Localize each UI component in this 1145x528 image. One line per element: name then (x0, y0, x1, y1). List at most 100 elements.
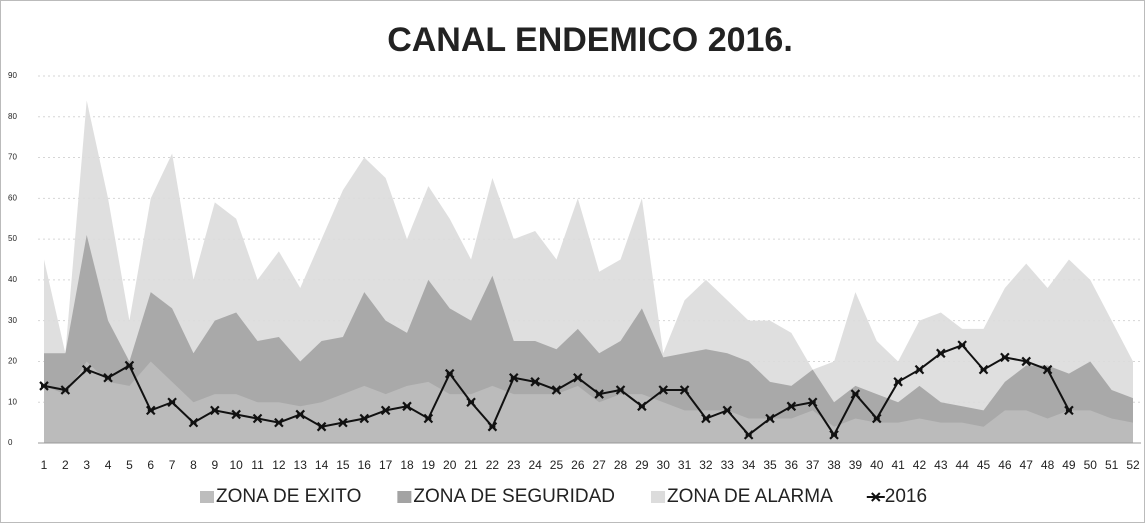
x-tick-label: 34 (742, 458, 756, 472)
marker (231, 409, 241, 420)
x-tick-label: 52 (1126, 458, 1140, 472)
marker (637, 401, 647, 412)
legend: ZONA DE EXITO ZONA DE SEGURIDAD ZONA DE AL… (200, 486, 927, 507)
marker (807, 397, 818, 407)
marker (978, 364, 989, 375)
marker (1021, 356, 1032, 367)
x-tick-label: 24 (528, 458, 542, 472)
x-tick-label: 8 (190, 458, 197, 472)
marker (936, 348, 946, 359)
x-tick-label: 46 (998, 458, 1012, 472)
y-tick-label: 10 (8, 397, 17, 406)
marker (765, 413, 775, 424)
y-tick-label: 70 (8, 153, 17, 162)
x-tick-label: 26 (571, 458, 585, 472)
x-tick-label: 36 (785, 458, 799, 472)
x-tick-label: 50 (1084, 458, 1098, 472)
x-tick-label: 6 (147, 458, 154, 472)
x-tick-label: 37 (806, 458, 820, 472)
marker (60, 385, 71, 395)
x-tick-label: 21 (464, 458, 478, 472)
y-tick-label: 40 (8, 275, 17, 284)
x-tick-label: 30 (657, 458, 671, 472)
y-tick-label: 60 (8, 193, 17, 202)
x-tick-label: 40 (870, 458, 884, 472)
x-tick-label: 39 (849, 458, 863, 472)
x-tick-label: 4 (105, 458, 112, 472)
legend-marker (871, 492, 881, 502)
x-tick-label: 38 (827, 458, 841, 472)
x-tick-label: 27 (592, 458, 606, 472)
marker (444, 368, 455, 379)
marker (124, 360, 135, 371)
y-tick-label: 0 (8, 438, 13, 447)
marker (338, 417, 348, 428)
x-tick-label: 10 (229, 458, 243, 472)
x-tick-label: 9 (211, 458, 218, 472)
x-tick-label: 35 (763, 458, 777, 472)
x-tick-label: 42 (913, 458, 927, 472)
x-tick-label: 41 (891, 458, 905, 472)
marker (167, 397, 177, 407)
y-tick-label: 50 (8, 234, 17, 243)
y-tick-label: 20 (8, 357, 17, 366)
x-tick-label: 31 (678, 458, 692, 472)
x-tick-label: 7 (169, 458, 176, 472)
x-tick-label: 19 (422, 458, 436, 472)
x-tick-label: 28 (614, 458, 628, 472)
marker (871, 413, 882, 424)
marker (359, 413, 370, 424)
marker (1064, 405, 1074, 416)
x-tick-label: 23 (507, 458, 521, 472)
marker (466, 397, 476, 407)
marker (210, 405, 220, 416)
marker (615, 385, 626, 395)
x-tick-label: 29 (635, 458, 649, 472)
x-tick-label: 33 (721, 458, 735, 472)
marker (1000, 352, 1010, 363)
x-tick-label: 15 (336, 458, 350, 472)
x-tick-label: 51 (1105, 458, 1119, 472)
x-tick-label: 1 (41, 458, 48, 472)
x-tick-label: 2 (62, 458, 69, 472)
x-tick-label: 45 (977, 458, 991, 472)
x-tick-label: 44 (955, 458, 969, 472)
marker (530, 377, 540, 387)
marker (573, 372, 583, 383)
marker (188, 417, 199, 428)
marker (594, 389, 604, 399)
legend-swatch (651, 491, 666, 503)
y-tick-label: 80 (8, 112, 17, 121)
marker (316, 421, 327, 432)
marker (487, 421, 498, 432)
marker (786, 401, 797, 412)
marker (893, 377, 903, 387)
x-tick-label: 22 (486, 458, 500, 472)
x-tick-label: 49 (1062, 458, 1076, 472)
marker (274, 417, 284, 428)
marker (701, 413, 711, 424)
marker (722, 405, 733, 416)
marker (81, 364, 92, 375)
x-tick-label: 48 (1041, 458, 1055, 472)
marker (743, 430, 754, 440)
x-tick-label: 47 (1020, 458, 1034, 472)
x-tick-label: 43 (934, 458, 948, 472)
marker (850, 389, 861, 399)
x-tick-label: 17 (379, 458, 393, 472)
marker (103, 372, 113, 383)
x-tick-label: 14 (315, 458, 329, 472)
x-tick-label: 3 (83, 458, 90, 472)
x-tick-label: 11 (251, 458, 264, 472)
area (44, 235, 1133, 443)
marker (508, 372, 519, 383)
x-tick-label: 12 (272, 458, 286, 472)
x-tick-label: 32 (699, 458, 713, 472)
marker (402, 401, 412, 412)
legend-label: 2016 (885, 486, 927, 507)
marker (914, 364, 925, 375)
legend-label: ZONA DE EXITO (216, 486, 361, 507)
marker (145, 405, 156, 416)
marker (679, 385, 690, 395)
